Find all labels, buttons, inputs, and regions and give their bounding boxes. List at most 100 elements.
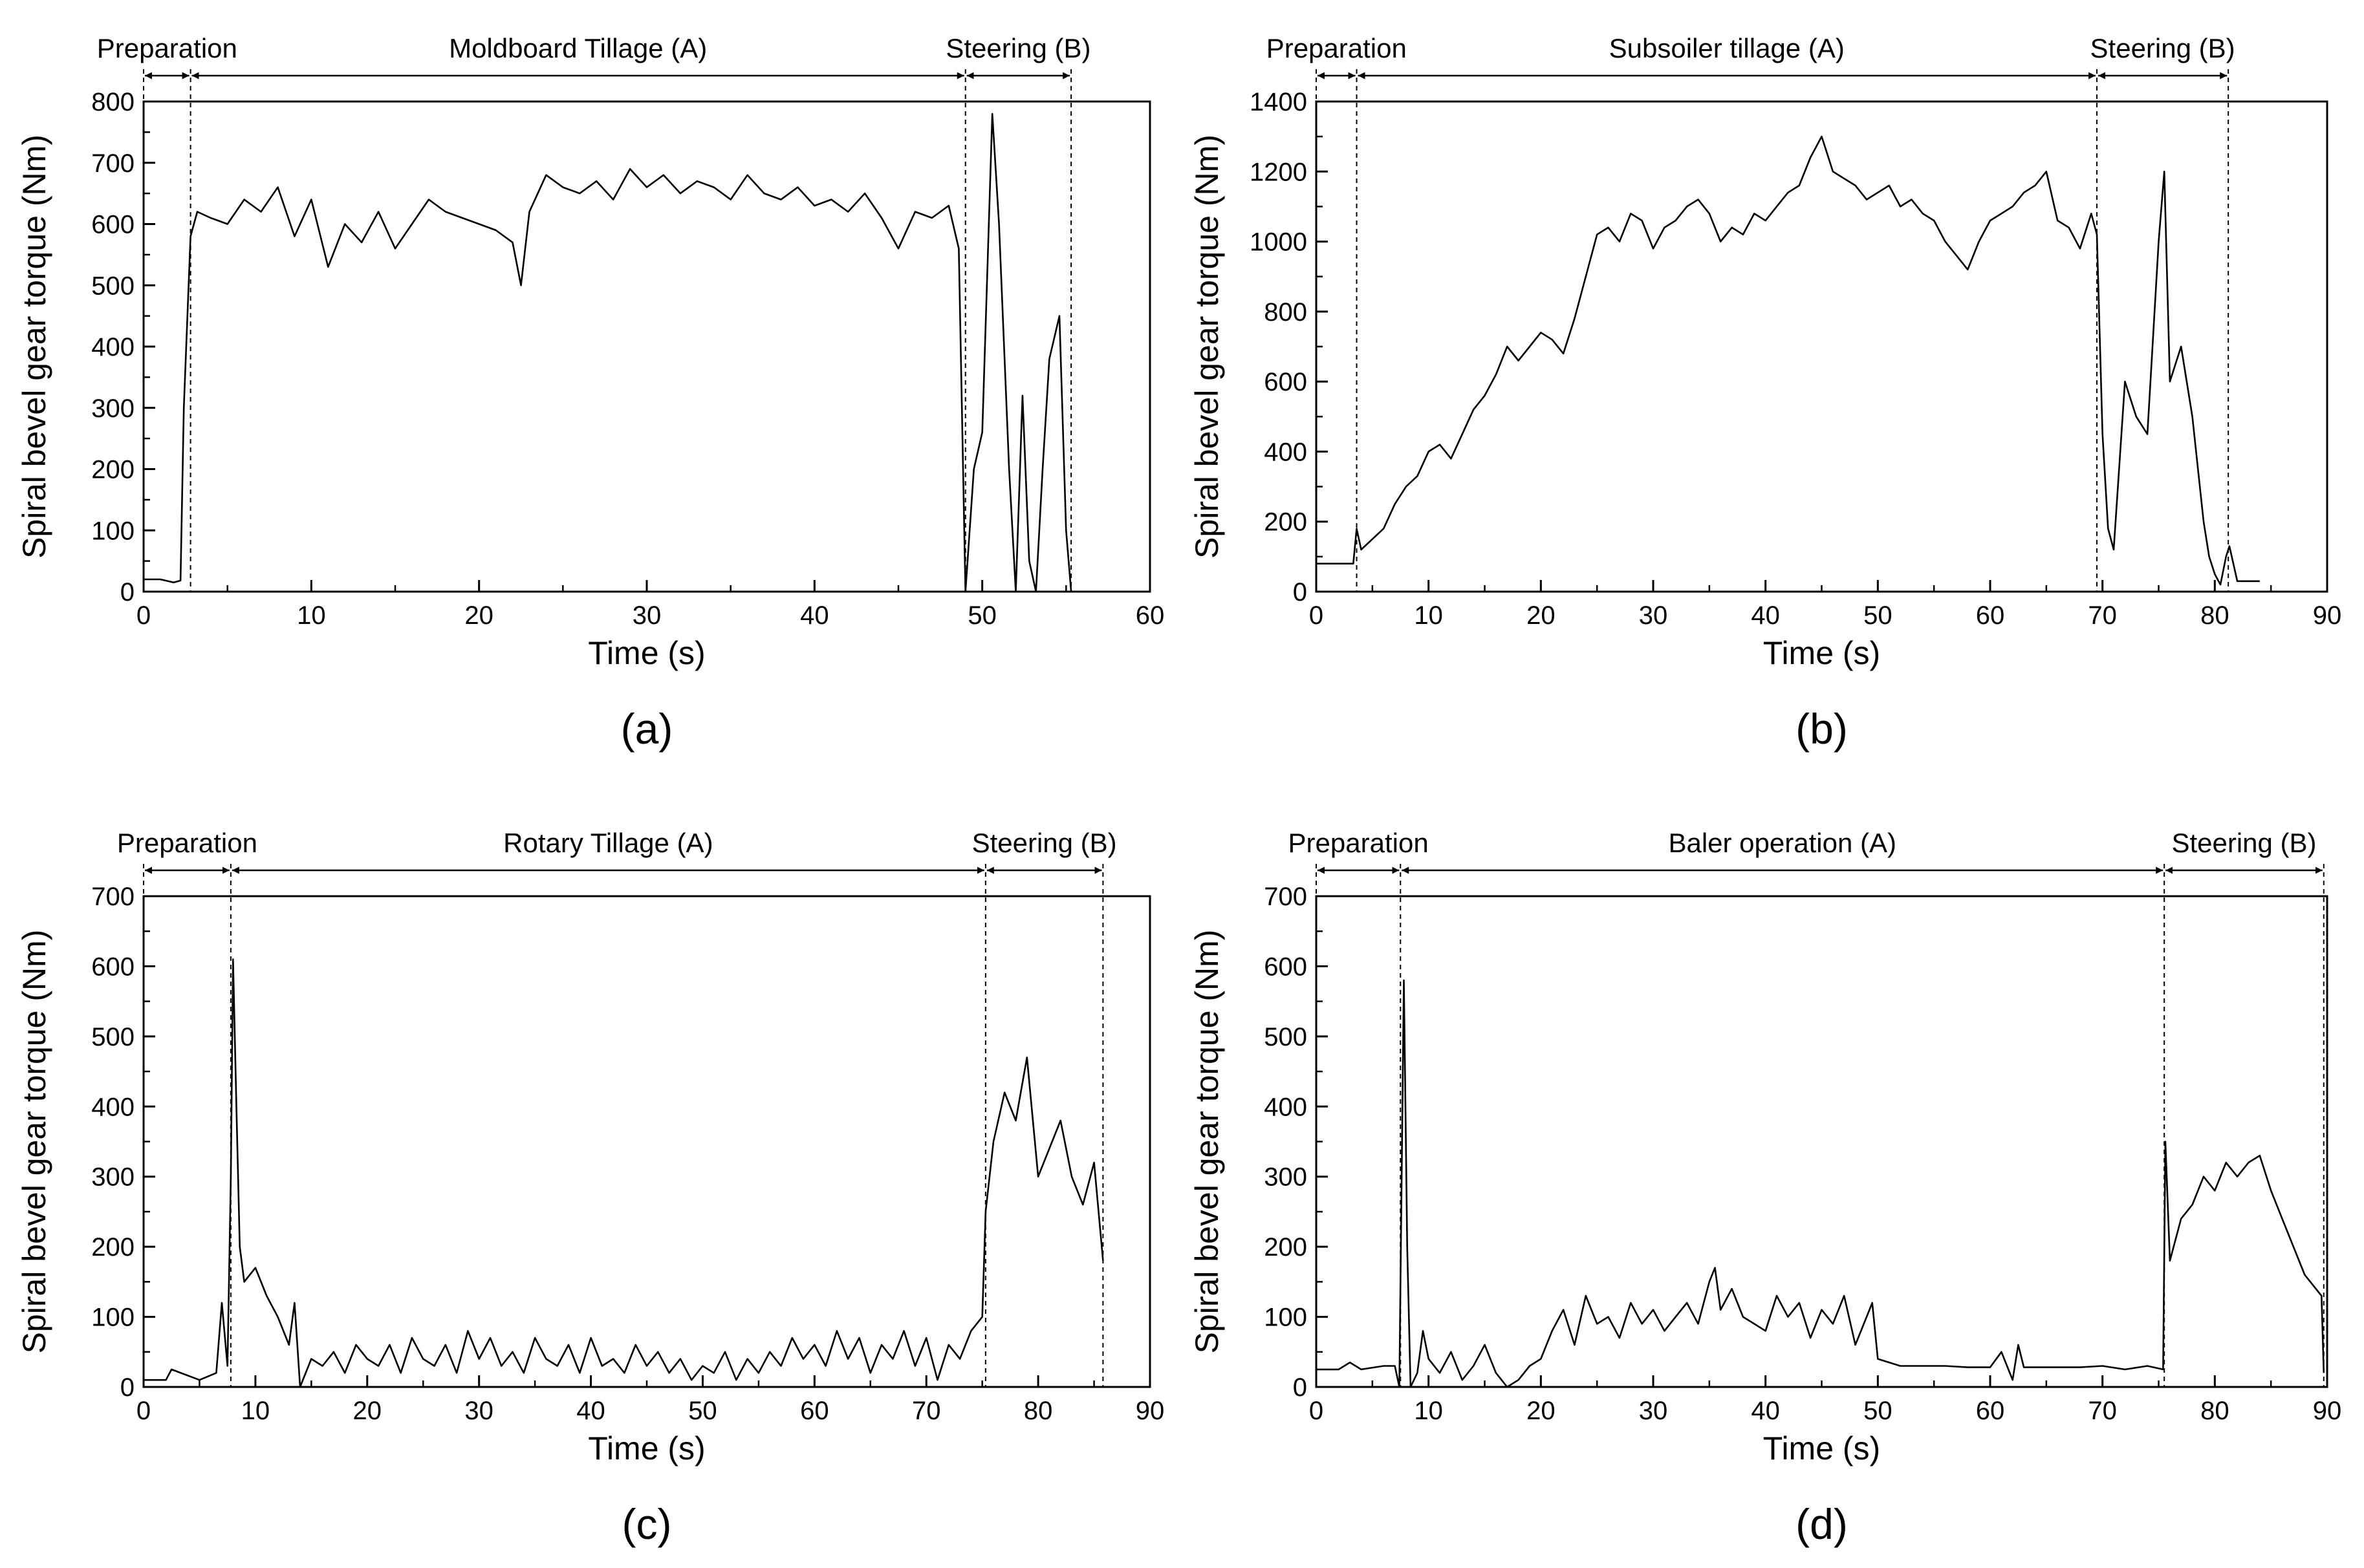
- x-tick-label: 90: [2313, 601, 2342, 630]
- x-tick-label: 30: [1639, 1397, 1668, 1425]
- x-tick-label: 60: [1136, 601, 1165, 630]
- panel-label: (c): [622, 1500, 672, 1548]
- x-tick-label: 70: [2088, 601, 2117, 630]
- y-tick-label: 0: [120, 578, 135, 607]
- y-tick-label: 600: [91, 211, 135, 239]
- y-tick-label: 200: [1264, 508, 1307, 537]
- y-tick-label: 500: [1264, 1023, 1307, 1051]
- x-tick-label: 10: [241, 1397, 270, 1425]
- x-tick-label: 0: [1309, 601, 1323, 630]
- y-tick-label: 400: [91, 333, 135, 361]
- y-tick-label: 1200: [1250, 158, 1307, 186]
- x-tick-label: 40: [576, 1397, 605, 1425]
- x-tick-label: 70: [2088, 1397, 2117, 1425]
- x-tick-label: 20: [1526, 601, 1556, 630]
- y-tick-label: 700: [91, 149, 135, 178]
- y-tick-label: 800: [91, 88, 135, 116]
- panel-label: (a): [621, 705, 673, 753]
- y-axis-label: Spiral bevel gear torque (Nm): [1189, 134, 1225, 559]
- x-tick-label: 90: [1136, 1397, 1165, 1425]
- x-tick-label: 80: [2200, 601, 2229, 630]
- y-tick-label: 400: [1264, 1093, 1307, 1121]
- plot-frame: [1315, 100, 2328, 593]
- x-tick-label: 80: [1024, 1397, 1053, 1425]
- y-tick-label: 300: [91, 394, 135, 423]
- x-tick-label: 20: [464, 601, 493, 630]
- x-tick-label: 70: [912, 1397, 941, 1425]
- y-tick-label: 800: [1264, 298, 1307, 327]
- x-tick-label: 90: [2313, 1397, 2342, 1425]
- y-tick-label: 1400: [1250, 88, 1307, 116]
- x-tick-label: 60: [800, 1397, 829, 1425]
- x-axis-label: Time (s): [588, 635, 705, 671]
- y-tick-label: 100: [91, 517, 135, 545]
- y-tick-label: 600: [91, 952, 135, 981]
- panel-label: (b): [1795, 705, 1848, 753]
- torque-series-line: [144, 958, 1104, 1388]
- y-tick-label: 300: [1264, 1163, 1307, 1192]
- phase-label: Steering (B): [972, 828, 1117, 858]
- y-tick-label: 200: [91, 456, 135, 484]
- chart-panel-a: 0 100 200 300 400 500 600 700 800 0 10 20 30 40 50 60 Ti…: [16, 33, 1164, 753]
- y-tick-label: 700: [91, 883, 135, 911]
- y-tick-label: 100: [1264, 1304, 1307, 1332]
- x-tick-label: 10: [1414, 601, 1443, 630]
- y-tick-label: 0: [120, 1373, 135, 1402]
- phase-label: Subsoiler tillage (A): [1609, 33, 1845, 63]
- x-tick-label: 50: [688, 1397, 717, 1425]
- y-axis-label: Spiral bevel gear torque (Nm): [16, 930, 52, 1354]
- phase-label: Steering (B): [2171, 828, 2316, 858]
- torque-series-line: [1316, 979, 2325, 1388]
- y-tick-label: 600: [1264, 368, 1307, 396]
- x-axis-label: Time (s): [1763, 1430, 1880, 1466]
- x-tick-label: 50: [968, 601, 997, 630]
- plot-frame: [1315, 895, 2328, 1388]
- chart-panel-d: 0 100 200 300 400 500 600 700 0 10 20 30 40 50 60 70 80 9…: [1189, 828, 2341, 1548]
- phase-label: Moldboard Tillage (A): [449, 33, 707, 63]
- x-tick-label: 10: [1414, 1397, 1443, 1425]
- phase-label: Steering (B): [946, 33, 1090, 63]
- y-tick-label: 600: [1264, 952, 1307, 981]
- y-tick-label: 500: [91, 1023, 135, 1051]
- y-tick-label: 100: [91, 1304, 135, 1332]
- y-tick-label: 400: [91, 1093, 135, 1121]
- y-tick-label: 0: [1293, 1373, 1307, 1402]
- y-tick-label: 0: [1293, 578, 1307, 607]
- x-tick-label: 40: [1751, 1397, 1780, 1425]
- x-tick-label: 30: [464, 1397, 493, 1425]
- chart-panel-c: 0 100 200 300 400 500 600 700 0 10 20 30 40 50 60 70 80 9…: [16, 828, 1164, 1548]
- x-tick-label: 30: [1639, 601, 1668, 630]
- y-tick-label: 200: [1264, 1233, 1307, 1262]
- phase-label: Rotary Tillage (A): [503, 828, 713, 858]
- y-tick-label: 300: [91, 1163, 135, 1192]
- x-tick-label: 80: [2200, 1397, 2229, 1425]
- y-tick-label: 200: [91, 1233, 135, 1262]
- phase-label: Preparation: [97, 33, 237, 63]
- x-axis-label: Time (s): [588, 1430, 705, 1466]
- plot-frame: [142, 100, 1151, 593]
- y-tick-label: 1000: [1250, 228, 1307, 257]
- phase-label: Steering (B): [2090, 33, 2235, 63]
- x-axis-label: Time (s): [1763, 635, 1880, 671]
- x-tick-label: 60: [1976, 1397, 2005, 1425]
- chart-panel-b: 0 200 400 600 800 1000 1200 1400 0 10 20 30 40 50 60 70…: [1189, 33, 2341, 753]
- x-tick-label: 20: [353, 1397, 382, 1425]
- panel-label: (d): [1795, 1500, 1848, 1548]
- x-tick-label: 40: [800, 601, 829, 630]
- x-tick-label: 10: [297, 601, 326, 630]
- x-tick-label: 30: [633, 601, 662, 630]
- x-tick-label: 0: [1309, 1397, 1323, 1425]
- phase-label: Baler operation (A): [1668, 828, 1896, 858]
- y-axis-label: Spiral bevel gear torque (Nm): [16, 134, 52, 559]
- y-tick-label: 500: [91, 272, 135, 300]
- phase-label: Preparation: [117, 828, 257, 858]
- x-tick-label: 60: [1976, 601, 2005, 630]
- y-tick-label: 400: [1264, 438, 1307, 466]
- x-tick-label: 0: [136, 1397, 151, 1425]
- phase-label: Preparation: [1288, 828, 1429, 858]
- x-tick-label: 20: [1526, 1397, 1556, 1425]
- x-tick-label: 50: [1863, 1397, 1892, 1425]
- x-tick-label: 40: [1751, 601, 1780, 630]
